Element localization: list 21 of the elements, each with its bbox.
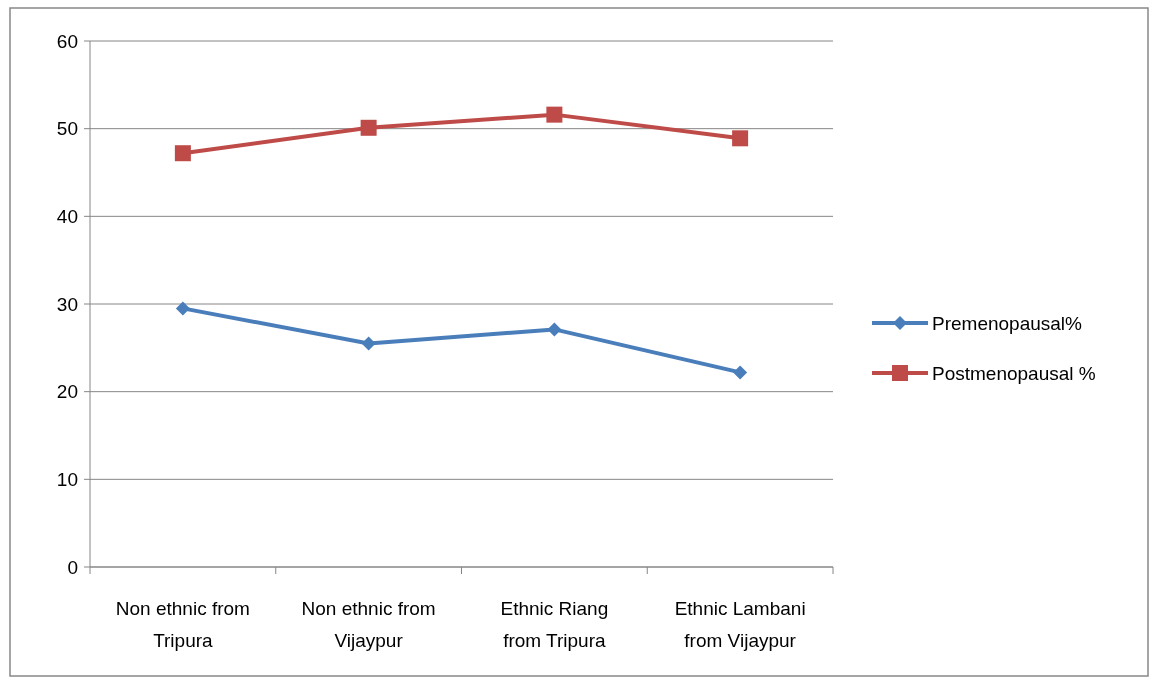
point [732, 130, 749, 147]
y-tick-label: 10 [56, 468, 78, 490]
y-tick-label: 0 [67, 556, 78, 578]
point [175, 301, 190, 316]
point [547, 322, 562, 337]
y-tick-label: 40 [56, 205, 78, 227]
point [360, 119, 377, 136]
point [546, 106, 563, 123]
x-tick-label: Ethnic Lambani from Vijaypur [674, 598, 806, 651]
y-tick-label: 60 [56, 30, 78, 52]
legend-label: Premenopausal% [932, 312, 1083, 334]
point [174, 145, 191, 162]
y-tick-label: 20 [56, 381, 78, 403]
x-tick-label: Ethnic Riang from Tripura [500, 598, 609, 651]
point [361, 336, 376, 351]
x-tick-label: Non ethnic from Tripura [115, 598, 250, 651]
point [733, 365, 748, 380]
legend-label: Postmenopausal % [932, 362, 1096, 384]
x-tick-label: Non ethnic from Vijaypur [301, 598, 436, 651]
y-tick-label: 50 [56, 118, 78, 140]
y-tick-label: 30 [56, 293, 78, 315]
